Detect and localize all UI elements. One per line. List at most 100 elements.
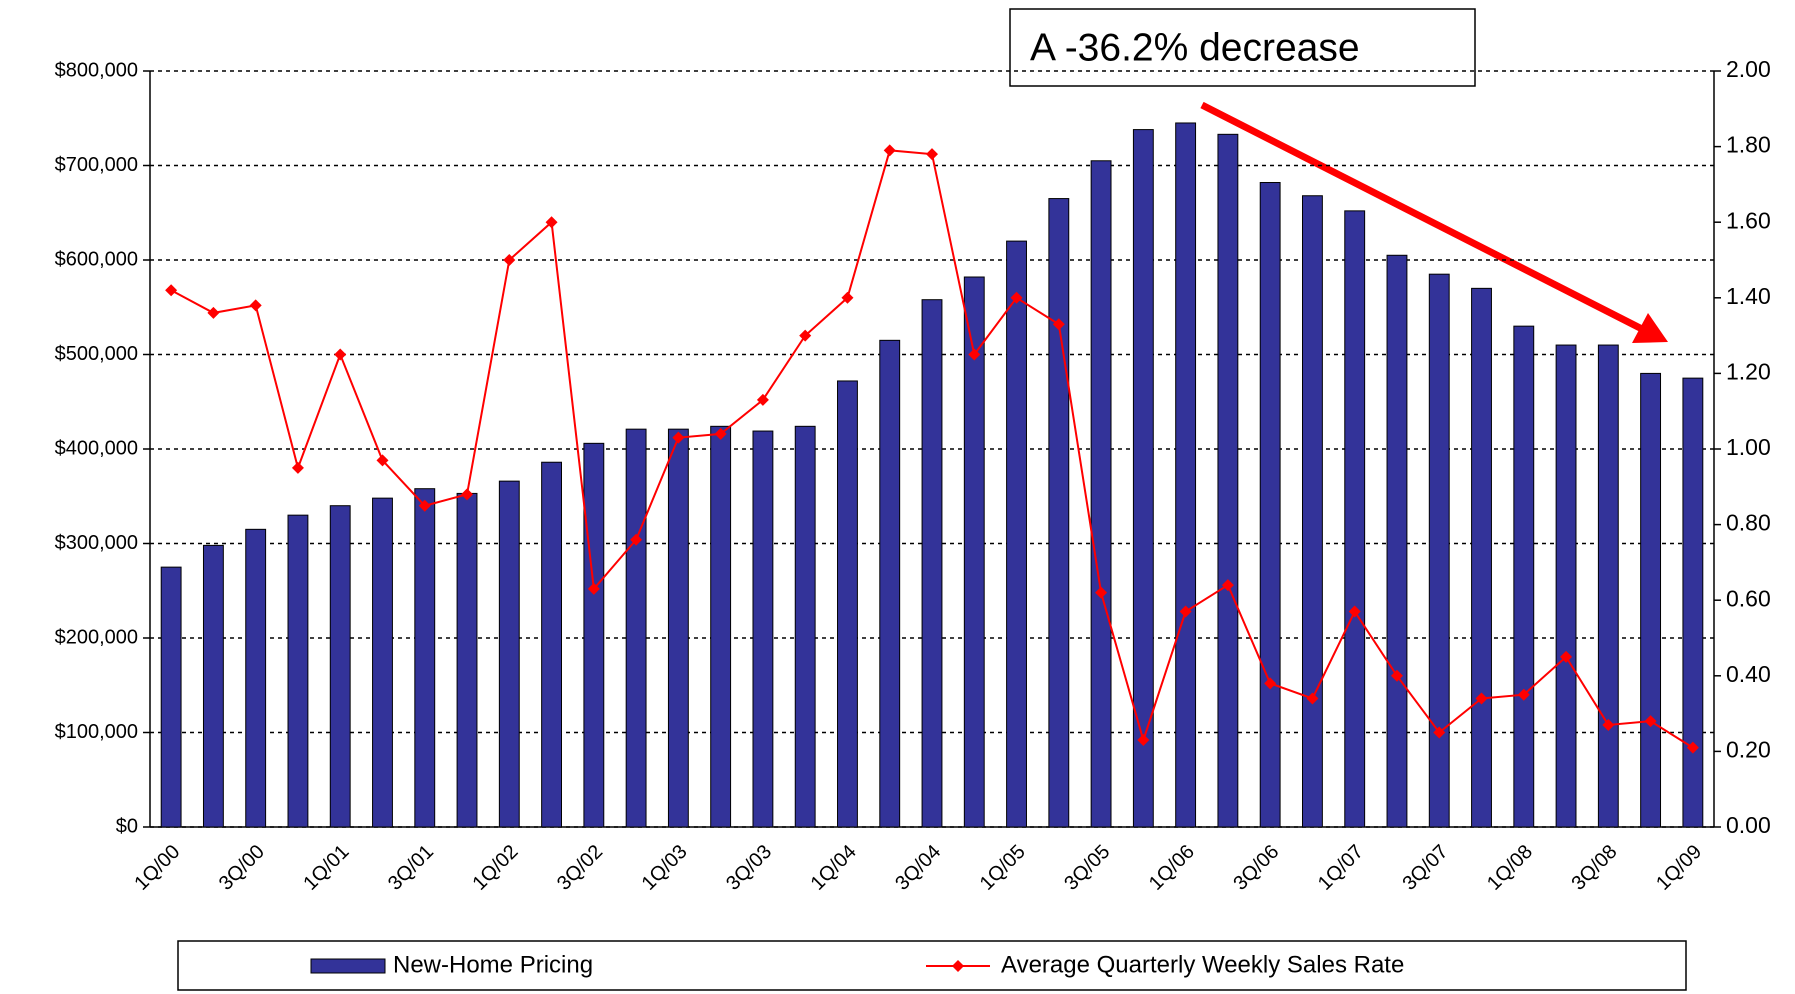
line-marker — [1644, 715, 1657, 728]
line-marker — [503, 254, 516, 266]
line-marker — [165, 284, 178, 297]
bar — [245, 528, 267, 828]
bar — [1597, 344, 1619, 828]
line-marker — [461, 488, 474, 501]
line-marker — [1560, 650, 1573, 663]
y-tick-label: $700,000 — [55, 154, 138, 176]
bar — [202, 544, 224, 828]
bar — [625, 428, 647, 828]
bar — [372, 497, 393, 828]
bar — [1175, 122, 1197, 828]
bar — [1682, 377, 1704, 828]
line-marker — [630, 533, 643, 546]
bar — [710, 425, 732, 828]
bar — [456, 492, 478, 828]
line-marker — [1348, 605, 1361, 618]
bar — [1259, 182, 1281, 828]
line-marker — [1179, 605, 1192, 618]
line-marker — [418, 499, 431, 512]
y-tick-label: $300,000 — [55, 532, 138, 554]
line-marker — [587, 582, 600, 595]
y2-tick-label: 1.80 — [1726, 132, 1771, 158]
line-marker — [334, 348, 347, 361]
bar — [329, 505, 351, 828]
line-marker — [672, 431, 685, 444]
bar — [921, 299, 943, 828]
y2-tick-label: 2.00 — [1726, 56, 1771, 82]
bar — [1090, 160, 1112, 828]
line-marker — [1052, 318, 1065, 331]
line-marker — [1010, 291, 1023, 304]
y-tick-label: $0 — [116, 815, 138, 837]
line-marker — [799, 329, 812, 342]
line-marker — [1306, 692, 1319, 705]
bar — [667, 428, 689, 828]
bar — [752, 430, 774, 828]
bar — [287, 514, 309, 828]
bar — [1006, 240, 1027, 828]
y2-tick-label: 0.80 — [1726, 510, 1771, 536]
line-marker — [1602, 718, 1615, 731]
legend-label: New-Home Pricing — [393, 951, 593, 978]
line-marker — [756, 393, 769, 406]
line-marker — [1137, 734, 1150, 747]
bar — [963, 276, 985, 828]
y-tick-label: $800,000 — [55, 59, 138, 81]
bar — [160, 566, 182, 828]
y-tick-label: $500,000 — [55, 343, 138, 365]
bar — [1428, 273, 1450, 828]
y2-tick-label: 0.40 — [1726, 661, 1771, 687]
annotation: A -36.2% decrease — [1030, 26, 1360, 69]
line-marker — [1264, 677, 1277, 690]
line-marker — [714, 427, 727, 440]
line-marker — [968, 348, 981, 361]
line-marker — [207, 306, 220, 319]
line-marker — [1517, 688, 1530, 701]
y2-tick-label: 1.40 — [1726, 283, 1771, 309]
y2-tick-label: 0.00 — [1726, 812, 1771, 838]
annotation-box — [1009, 8, 1476, 87]
trend-arrow — [1200, 101, 1644, 333]
y2-tick-label: 1.00 — [1726, 434, 1771, 460]
y-tick-label: $400,000 — [55, 437, 138, 459]
bar — [583, 442, 605, 828]
legend-swatch — [310, 958, 386, 974]
line-marker — [376, 454, 389, 467]
bar — [1217, 133, 1239, 828]
y2-tick-label: 0.60 — [1726, 585, 1771, 611]
bar — [1344, 210, 1366, 828]
bar — [1048, 198, 1070, 828]
y-tick-label: $200,000 — [55, 626, 138, 648]
line-marker — [841, 291, 854, 304]
line-marker — [249, 299, 262, 312]
line-marker — [926, 148, 938, 161]
line-marker — [1475, 692, 1488, 705]
bar — [1555, 344, 1577, 828]
y2-tick-label: 1.60 — [1726, 207, 1771, 233]
line-marker — [1095, 586, 1108, 599]
bar — [414, 488, 436, 828]
line-marker — [1390, 669, 1403, 682]
bar — [1301, 195, 1323, 828]
bar — [498, 480, 520, 828]
line-marker — [291, 461, 304, 474]
y2-tick-label: 0.20 — [1726, 736, 1771, 762]
bar — [879, 339, 901, 828]
bar — [1513, 325, 1535, 828]
line-marker — [883, 144, 896, 157]
y2-tick-label: 1.20 — [1726, 358, 1771, 384]
bar — [541, 461, 563, 828]
legend-swatch — [952, 960, 964, 972]
trend-arrow-head — [1632, 313, 1668, 343]
legend-label: Average Quarterly Weekly Sales Rate — [1001, 951, 1404, 978]
bar — [837, 380, 858, 828]
line-marker — [1686, 741, 1699, 754]
bar — [1132, 129, 1154, 828]
bar — [1471, 287, 1492, 828]
y-tick-label: $600,000 — [55, 248, 138, 270]
line-marker — [1221, 579, 1234, 592]
bar — [1386, 254, 1408, 828]
y-tick-label: $100,000 — [55, 721, 138, 743]
bar — [794, 425, 816, 828]
